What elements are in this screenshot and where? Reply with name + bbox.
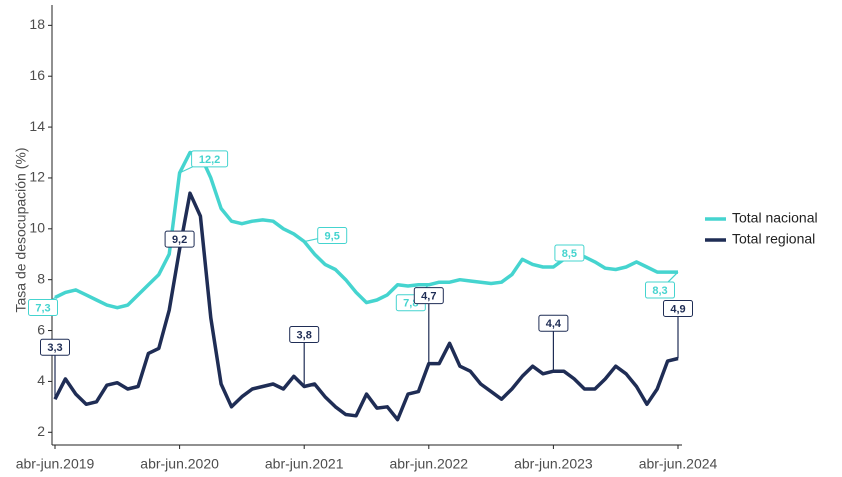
label-box (28, 298, 58, 316)
legend-label: Total regional (732, 231, 815, 247)
label-box (191, 150, 229, 168)
y-tick-label: 12 (29, 169, 45, 185)
y-tick-label: 2 (37, 423, 45, 439)
x-tick-label: abr-jun.2019 (16, 456, 95, 472)
y-tick-label: 18 (29, 16, 45, 32)
y-tick-label: 4 (37, 372, 45, 388)
x-tick-label: abr-jun.2020 (140, 456, 219, 472)
y-tick-label: 6 (37, 321, 45, 337)
y-axis-label: Tasa de desocupación (%) (13, 148, 29, 313)
label-box (289, 326, 320, 344)
series-line (53, 191, 679, 422)
data-label: 9,2 (172, 234, 187, 246)
label-box (663, 300, 693, 318)
legend-label: Total nacional (732, 210, 818, 226)
data-label: 8,3 (652, 285, 667, 297)
x-tick-label: abr-jun.2023 (514, 456, 593, 472)
data-label: 4,4 (546, 318, 562, 330)
y-tick-label: 10 (29, 220, 45, 236)
data-label: 12,2 (199, 154, 220, 166)
data-label: 4,7 (421, 291, 436, 303)
label-box (317, 227, 348, 245)
series-line (54, 150, 678, 310)
x-tick-label: abr-jun.2024 (639, 456, 718, 472)
label-box (538, 314, 569, 332)
label-box (645, 281, 675, 299)
x-tick-label: abr-jun.2022 (389, 456, 468, 472)
data-label: 8,5 (562, 248, 577, 260)
y-tick-label: 8 (37, 270, 45, 286)
data-label: 3,8 (297, 329, 312, 341)
data-label: 9,5 (325, 230, 340, 242)
data-label: 3,3 (47, 342, 62, 354)
label-box (413, 287, 444, 305)
y-tick-label: 14 (29, 118, 45, 134)
data-label: 4,9 (670, 303, 685, 315)
x-tick-label: abr-jun.2021 (265, 456, 344, 472)
label-box (164, 230, 195, 248)
label-box (40, 338, 70, 356)
data-label: 7,3 (35, 302, 50, 314)
label-box (554, 244, 585, 262)
y-tick-label: 16 (29, 67, 45, 83)
